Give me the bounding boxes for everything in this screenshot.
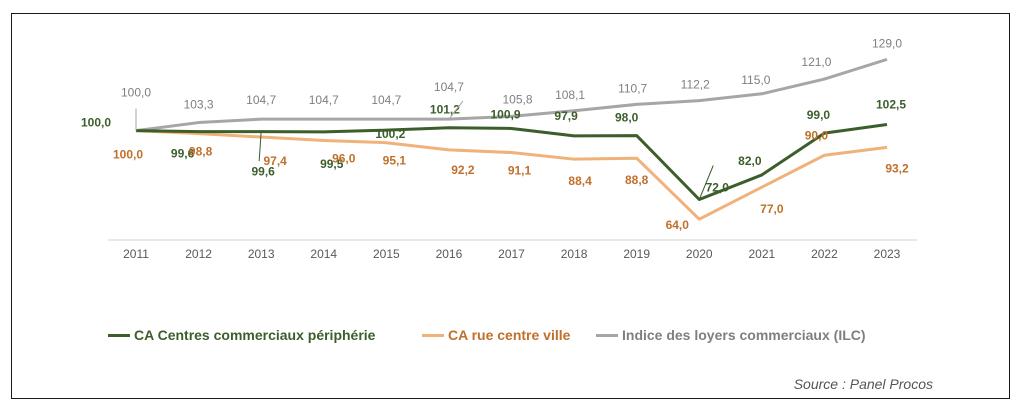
legend-item-ilc: Indice des loyers commerciaux (ILC): [596, 324, 866, 346]
data-label: 99,0: [807, 108, 831, 122]
data-label: 96,0: [332, 152, 356, 166]
data-label: 97,9: [554, 109, 578, 123]
x-tick-label: 2015: [373, 247, 400, 261]
source-note: Source : Panel Procos: [793, 376, 933, 392]
data-label: 64,0: [666, 218, 690, 232]
data-label: 98,0: [615, 111, 639, 125]
x-tick-label: 2012: [185, 247, 212, 261]
data-label: 93,2: [885, 161, 909, 175]
leader-line: [258, 131, 262, 162]
data-label: 100,9: [490, 107, 520, 121]
x-tick-label: 2021: [748, 247, 775, 261]
data-label: 99,6: [251, 165, 275, 179]
x-tick-label: 2023: [874, 247, 901, 261]
data-label: 104,7: [246, 93, 276, 107]
data-label: 100,0: [121, 86, 151, 100]
data-label: 90,0: [805, 128, 829, 142]
legend-swatch-gray: [596, 333, 618, 337]
data-label: 99,6: [171, 147, 195, 161]
x-tick-label: 2017: [498, 247, 525, 261]
data-label: 100,0: [113, 148, 143, 162]
data-label: 97,4: [263, 154, 287, 168]
legend-label: CA Centres commerciaux périphérie: [134, 327, 376, 343]
data-label: 110,7: [618, 81, 647, 95]
data-label: 121,0: [801, 55, 831, 69]
data-label: 92,2: [451, 163, 475, 177]
data-label: 104,7: [434, 80, 464, 94]
data-label: 115,0: [741, 73, 770, 87]
legend-swatch-orange: [422, 333, 444, 337]
data-label: 100,2: [375, 127, 405, 141]
x-tick-label: 2019: [623, 247, 650, 261]
legend-item-centres-commerciaux: CA Centres commerciaux périphérie: [108, 324, 375, 346]
x-tick-label: 2011: [123, 247, 149, 261]
data-label: 104,7: [309, 93, 339, 107]
x-tick-label: 2018: [561, 247, 588, 261]
data-label: 101,2: [430, 103, 460, 117]
leader-line: [698, 165, 714, 200]
data-label: 105,8: [502, 92, 532, 106]
leader-line: [448, 100, 464, 120]
legend-label: Indice des loyers commerciaux (ILC): [622, 327, 866, 343]
data-label: 99,5: [320, 157, 344, 171]
x-tick-label: 2016: [436, 247, 463, 261]
x-tick-label: 2014: [310, 247, 337, 261]
data-label: 102,5: [876, 98, 906, 112]
legend-label: CA rue centre ville: [448, 327, 571, 343]
series-line-2: [135, 57, 888, 133]
legend-item-rue-centre-ville: CA rue centre ville: [422, 324, 570, 346]
x-tick-label: 2013: [248, 247, 275, 261]
x-tick-label: 2020: [686, 247, 713, 261]
data-label: 108,1: [555, 88, 585, 102]
line-chart: 2011 2012 2013 2014 2015 2016 2017 2018 2019 2020…: [81, 36, 917, 261]
data-label: 129,0: [872, 36, 902, 50]
data-label: 95,1: [383, 154, 407, 168]
data-label: 72,0: [706, 181, 730, 195]
data-label: 103,3: [184, 98, 214, 112]
data-label: 104,7: [371, 93, 401, 107]
data-label: 82,0: [738, 154, 762, 168]
data-label: 88,8: [625, 173, 649, 187]
x-tick-label: 2022: [811, 247, 838, 261]
data-label: 100,0: [81, 116, 111, 130]
data-label: 91,1: [508, 164, 532, 178]
data-label: 88,4: [568, 174, 592, 188]
data-label: 77,0: [760, 202, 784, 216]
data-label: 98,8: [189, 145, 213, 159]
data-label: 112,2: [681, 78, 710, 92]
chart-frame: 2011 2012 2013 2014 2015 2016 2017 2018 2019 2020…: [11, 13, 1010, 399]
legend-swatch-green: [108, 333, 130, 337]
